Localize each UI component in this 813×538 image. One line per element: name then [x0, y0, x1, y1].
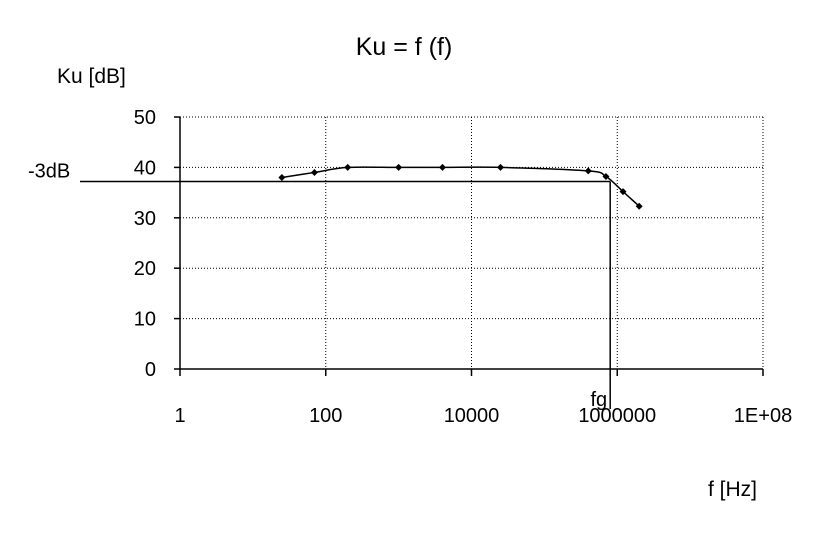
- chart-title: Ku = f (f): [356, 33, 453, 61]
- x-tick-label: 1E+08: [734, 405, 792, 427]
- data-point: [496, 163, 504, 171]
- fg-label: fg: [591, 389, 608, 411]
- series-line-0: [281, 166, 640, 207]
- y-axis-label: Ku [dB]: [57, 65, 126, 88]
- annotations: -3dB fg: [28, 161, 611, 411]
- x-axis-label: f [Hz]: [708, 478, 757, 501]
- data-point: [310, 168, 318, 176]
- data-point: [584, 167, 592, 175]
- x-tick-label: 1000000: [578, 405, 656, 427]
- data-point: [344, 163, 352, 171]
- axes: [174, 116, 764, 376]
- data-point: [439, 163, 447, 171]
- x-tick-label: 10000: [444, 405, 500, 427]
- data-point: [278, 173, 286, 181]
- minus3db-label: -3dB: [28, 161, 70, 183]
- x-tick-label: 1: [174, 405, 185, 427]
- y-tick-label: 40: [134, 157, 156, 179]
- y-tick-label: 30: [134, 208, 156, 230]
- y-tick-label: 50: [134, 107, 156, 129]
- data-point: [635, 202, 643, 210]
- tick-labels: 0 10 20 30 40 50 1 100 10000 1000000 1E+08: [134, 107, 792, 427]
- data-point: [602, 172, 610, 180]
- series: [278, 163, 643, 210]
- data-point: [395, 163, 403, 171]
- grid: [180, 116, 764, 369]
- y-tick-label: 0: [145, 359, 156, 381]
- x-tick-label: 100: [309, 405, 342, 427]
- y-tick-label: 20: [134, 258, 156, 280]
- data-point: [619, 188, 627, 196]
- y-tick-label: 10: [134, 309, 156, 331]
